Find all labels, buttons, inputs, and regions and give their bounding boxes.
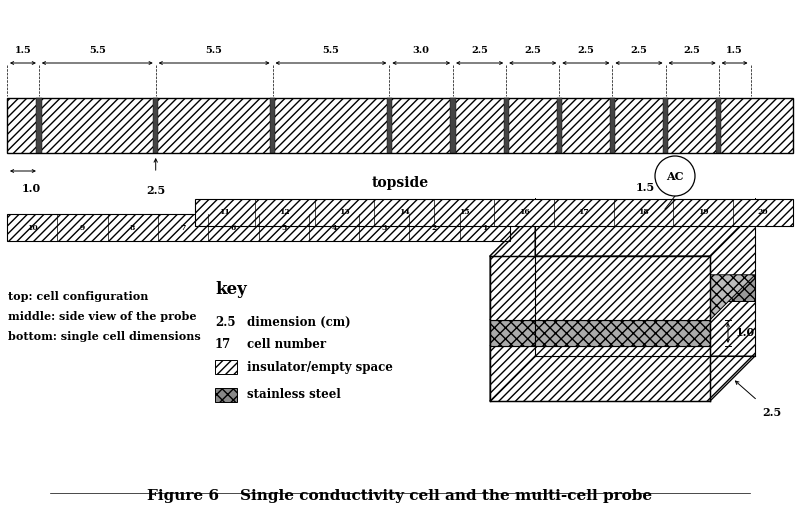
Text: 3: 3 xyxy=(382,224,387,232)
Text: Figure 6    Single conductivity cell and the multi-cell probe: Figure 6 Single conductivity cell and th… xyxy=(147,489,653,503)
Polygon shape xyxy=(490,346,710,401)
Text: 2.5: 2.5 xyxy=(630,46,647,55)
Bar xyxy=(195,199,793,226)
Text: 11: 11 xyxy=(219,209,230,217)
Polygon shape xyxy=(490,275,755,320)
Bar xyxy=(215,388,237,402)
Text: 17: 17 xyxy=(215,338,231,351)
Text: 12: 12 xyxy=(279,209,290,217)
Text: 17: 17 xyxy=(578,209,589,217)
Text: 1.0: 1.0 xyxy=(736,327,755,338)
Text: 5.5: 5.5 xyxy=(322,46,339,55)
Text: 4: 4 xyxy=(331,224,337,232)
Text: 5.5: 5.5 xyxy=(206,46,222,55)
Bar xyxy=(7,98,793,153)
Text: stainless steel: stainless steel xyxy=(247,389,341,401)
Text: cell number: cell number xyxy=(247,338,326,351)
Text: 8: 8 xyxy=(130,224,135,232)
Polygon shape xyxy=(490,256,710,320)
Bar xyxy=(557,98,562,153)
Polygon shape xyxy=(490,320,710,346)
Text: 13: 13 xyxy=(339,209,350,217)
Bar xyxy=(270,98,275,153)
Text: 18: 18 xyxy=(638,209,649,217)
Text: middle: side view of the probe: middle: side view of the probe xyxy=(8,311,197,322)
Polygon shape xyxy=(490,275,535,346)
Polygon shape xyxy=(535,275,755,301)
Text: 10: 10 xyxy=(26,224,38,232)
Polygon shape xyxy=(490,356,755,401)
Text: 2.5: 2.5 xyxy=(762,407,782,417)
Polygon shape xyxy=(490,301,535,401)
Bar xyxy=(386,98,392,153)
Text: 19: 19 xyxy=(698,209,709,217)
Text: bottom: single cell dimensions: bottom: single cell dimensions xyxy=(8,331,201,342)
Text: 1: 1 xyxy=(482,224,487,232)
Text: 2.5: 2.5 xyxy=(524,46,542,55)
Text: 7: 7 xyxy=(180,224,186,232)
Text: 6: 6 xyxy=(230,224,236,232)
Text: 5.5: 5.5 xyxy=(89,46,106,55)
Text: 1.5: 1.5 xyxy=(14,46,31,55)
Text: dimension (cm): dimension (cm) xyxy=(247,316,350,329)
Polygon shape xyxy=(490,211,535,320)
Text: 1.5: 1.5 xyxy=(726,46,743,55)
Text: 2.5: 2.5 xyxy=(146,185,166,196)
Text: 3.0: 3.0 xyxy=(413,46,430,55)
Text: 2.5: 2.5 xyxy=(684,46,701,55)
Text: 1.0: 1.0 xyxy=(22,183,41,194)
Polygon shape xyxy=(535,301,755,356)
Bar xyxy=(153,98,158,153)
Text: 1.5: 1.5 xyxy=(635,182,654,193)
Bar xyxy=(7,214,510,241)
Text: insulator/empty space: insulator/empty space xyxy=(247,361,393,373)
Text: key: key xyxy=(215,281,246,298)
Text: 20: 20 xyxy=(758,209,769,217)
Text: 15: 15 xyxy=(458,209,470,217)
Text: 5: 5 xyxy=(281,224,286,232)
Bar xyxy=(663,98,668,153)
Text: 2.5: 2.5 xyxy=(215,316,235,329)
Text: 16: 16 xyxy=(518,209,530,217)
Circle shape xyxy=(655,156,695,196)
Bar xyxy=(716,98,722,153)
Text: 14: 14 xyxy=(399,209,410,217)
Bar xyxy=(503,98,509,153)
Text: top: cell configuration: top: cell configuration xyxy=(8,291,148,302)
Text: 2: 2 xyxy=(432,224,437,232)
Text: 2.5: 2.5 xyxy=(471,46,488,55)
Text: topside: topside xyxy=(371,176,429,190)
Text: 2.5: 2.5 xyxy=(578,46,594,55)
Bar xyxy=(610,98,615,153)
Text: 9: 9 xyxy=(80,224,85,232)
Text: AC: AC xyxy=(666,170,684,182)
Bar xyxy=(450,98,456,153)
Bar xyxy=(215,360,237,374)
Polygon shape xyxy=(535,211,755,275)
Polygon shape xyxy=(490,211,755,256)
Bar xyxy=(36,98,42,153)
